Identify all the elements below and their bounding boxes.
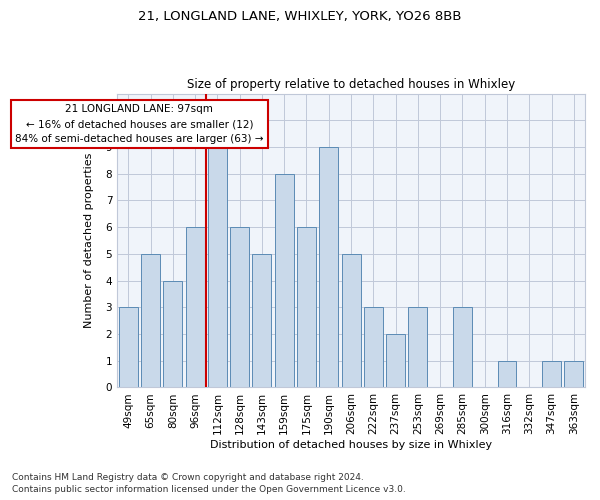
Bar xyxy=(386,334,405,388)
Text: 21 LONGLAND LANE: 97sqm
← 16% of detached houses are smaller (12)
84% of semi-de: 21 LONGLAND LANE: 97sqm ← 16% of detache… xyxy=(15,104,263,144)
Bar xyxy=(275,174,293,388)
Bar xyxy=(319,147,338,388)
Text: Contains HM Land Registry data © Crown copyright and database right 2024.: Contains HM Land Registry data © Crown c… xyxy=(12,472,364,482)
Bar xyxy=(364,308,383,388)
Bar xyxy=(565,360,583,388)
Bar xyxy=(542,360,561,388)
Bar xyxy=(341,254,361,388)
Bar xyxy=(163,280,182,388)
Bar xyxy=(230,227,249,388)
Bar xyxy=(497,360,517,388)
Title: Size of property relative to detached houses in Whixley: Size of property relative to detached ho… xyxy=(187,78,515,91)
Text: 21, LONGLAND LANE, WHIXLEY, YORK, YO26 8BB: 21, LONGLAND LANE, WHIXLEY, YORK, YO26 8… xyxy=(138,10,462,23)
Y-axis label: Number of detached properties: Number of detached properties xyxy=(83,153,94,328)
X-axis label: Distribution of detached houses by size in Whixley: Distribution of detached houses by size … xyxy=(210,440,492,450)
Text: Contains public sector information licensed under the Open Government Licence v3: Contains public sector information licen… xyxy=(12,485,406,494)
Bar xyxy=(119,308,138,388)
Bar xyxy=(253,254,271,388)
Bar xyxy=(141,254,160,388)
Bar xyxy=(453,308,472,388)
Bar xyxy=(297,227,316,388)
Bar xyxy=(185,227,205,388)
Bar xyxy=(208,147,227,388)
Bar xyxy=(409,308,427,388)
